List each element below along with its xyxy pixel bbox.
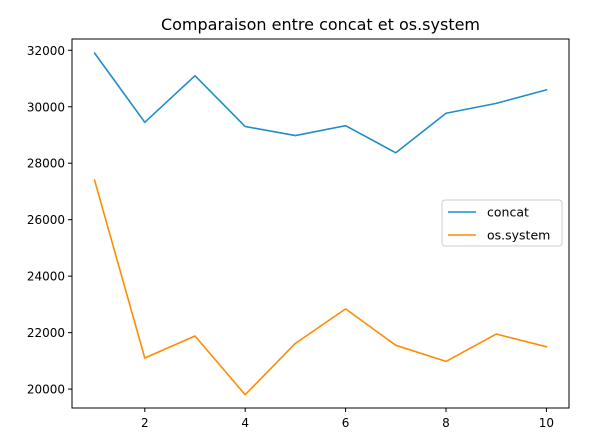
chart-title: Comparaison entre concat et os.system: [161, 15, 480, 34]
x-tick-label: 2: [141, 416, 149, 430]
series-line-os-system: [93, 179, 548, 396]
x-tick-label: 8: [442, 416, 450, 430]
y-tick-label: 24000: [27, 270, 65, 284]
y-tick-label: 30000: [27, 100, 65, 114]
y-tick-label: 28000: [27, 157, 65, 171]
y-tick-label: 20000: [27, 383, 65, 397]
series-line-concat: [93, 52, 548, 154]
x-tick-label: 10: [539, 416, 554, 430]
legend-label: concat: [487, 205, 529, 220]
legend-label: os.system: [487, 228, 550, 243]
y-tick-label: 22000: [27, 326, 65, 340]
legend: concat os.system: [441, 199, 563, 247]
x-tick-label: 6: [342, 416, 350, 430]
plot-area: 2 4 6 8 10 20000 22000 24000 26000 28000 30000 3200…: [27, 38, 570, 430]
x-tick-label: 4: [241, 416, 249, 430]
y-tick-label: 26000: [27, 213, 65, 227]
axes-frame: [71, 38, 570, 409]
y-tick-label: 32000: [27, 44, 65, 58]
